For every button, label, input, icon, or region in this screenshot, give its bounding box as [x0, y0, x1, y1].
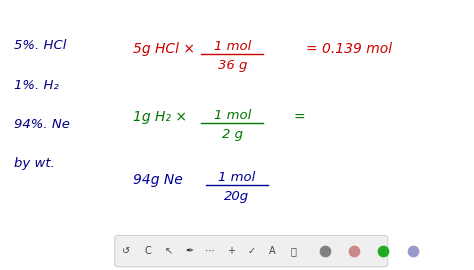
Text: ✓: ✓ [247, 246, 256, 256]
Text: 1 mol: 1 mol [214, 40, 251, 53]
Text: 20g: 20g [224, 190, 250, 203]
Text: =: = [294, 110, 306, 124]
Text: 94g Ne: 94g Ne [133, 173, 182, 187]
Text: 1%. H₂: 1%. H₂ [14, 79, 59, 92]
Text: 36 g: 36 g [218, 59, 247, 72]
Text: 5g HCl ×: 5g HCl × [133, 42, 195, 56]
Text: 1g H₂ ×: 1g H₂ × [133, 110, 187, 124]
Text: 2 g: 2 g [222, 128, 243, 141]
Text: ↺: ↺ [122, 246, 131, 256]
Text: ⌗: ⌗ [291, 246, 296, 256]
FancyBboxPatch shape [115, 235, 388, 267]
Text: ⋯: ⋯ [205, 246, 215, 256]
Text: 1 mol: 1 mol [214, 109, 251, 122]
Text: ↖: ↖ [164, 246, 173, 256]
Point [350, 249, 358, 253]
Point [321, 249, 328, 253]
Point [409, 249, 417, 253]
Text: A: A [269, 246, 276, 256]
Point [380, 249, 387, 253]
Text: 5%. HCl: 5%. HCl [14, 39, 66, 52]
Text: C: C [144, 246, 151, 256]
Text: +: + [227, 246, 235, 256]
Text: 94%. Ne: 94%. Ne [14, 118, 70, 131]
Text: by wt.: by wt. [14, 157, 55, 170]
Text: = 0.139 mol: = 0.139 mol [306, 42, 392, 56]
Text: ✒: ✒ [185, 246, 193, 256]
Text: 1 mol: 1 mol [219, 171, 255, 184]
